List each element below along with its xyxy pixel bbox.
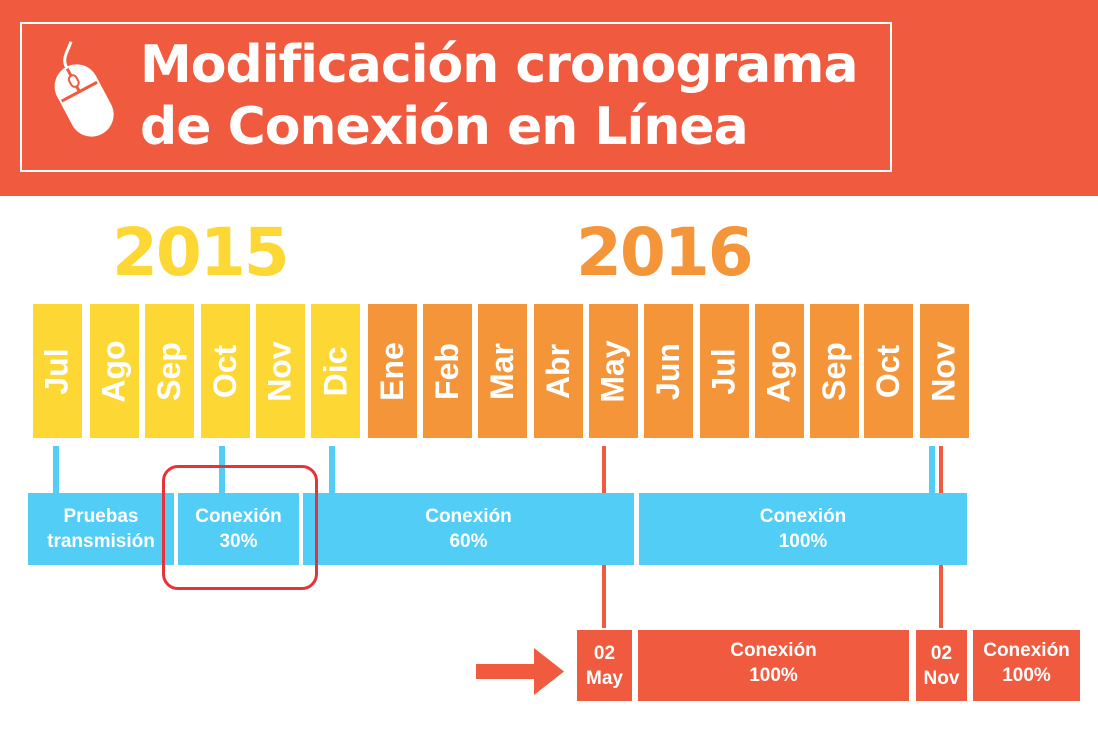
year-2015-label: 2015 [112,214,290,291]
month-oct-2015: Oct [201,304,250,438]
page-title: Modificación cronograma de Conexión en L… [140,34,880,158]
month-ago-2015: Ago [90,304,139,438]
title-line-1: Modificación cronograma [140,35,859,95]
connector-nov-2016 [929,446,935,493]
highlight-box [162,465,318,590]
phase-label-1: Conexión [759,506,847,527]
phase-conexion-30: Conexión 30% [178,493,299,565]
month-ago-2016: Ago [755,304,804,438]
month-jul-2016: Jul [700,304,749,438]
phase-label-1: Conexión [425,506,512,527]
month-label: Oct [207,344,243,398]
connector-jul-2015 [53,446,59,493]
modified-conexion-100-2: Conexión 100% [973,630,1080,701]
month-nov-2015: Nov [256,304,305,438]
year-2016-label: 2016 [576,214,754,291]
month-label: Mar [484,342,520,400]
phase-label-2: 100% [778,531,828,552]
date-day: 02 [593,642,616,664]
arrow-right-icon [476,644,566,700]
date-month: Nov [923,667,960,689]
phase-label-2: transmisión [47,531,155,552]
month-label: Ago [96,339,133,403]
month-label: Sep [816,341,852,401]
month-label: Feb [429,342,466,400]
phase-label-2: 100% [749,665,798,686]
month-nov-2016: Nov [920,304,969,438]
month-label: May [595,339,631,403]
phase-label-2: 100% [1002,665,1051,686]
month-label: Jul [705,347,742,395]
month-label: Sep [151,341,187,401]
month-label: Ago [761,339,798,403]
date-month: May [586,667,623,689]
phase-label-2: 30% [219,531,258,552]
month-label: Jul [38,347,75,395]
phase-label-1: Conexión [195,506,282,527]
month-label: Abr [540,343,577,399]
month-label: Jun [650,342,687,400]
phase-label-1: Conexión [983,640,1070,661]
phase-conexion-100: Conexión 100% [639,493,967,565]
month-label: Nov [262,340,299,402]
mouse-icon [40,40,130,150]
month-feb-2016: Feb [423,304,472,438]
date-02-nov: 02 Nov [916,630,967,701]
month-ene-2016: Ene [368,304,417,438]
date-day: 02 [930,642,953,664]
month-mar-2016: Mar [478,304,527,438]
month-jun-2016: Jun [644,304,693,438]
month-may-2016: May [589,304,638,438]
month-sep-2016: Sep [810,304,859,438]
title-line-2: de Conexión en Línea [140,97,749,157]
phase-label-1: Pruebas [63,506,139,527]
phase-conexion-60: Conexión 60% [303,493,634,565]
month-oct-2016: Oct [864,304,913,438]
month-dic-2015: Dic [311,304,360,438]
month-label: Nov [926,340,963,402]
connector-dic-2015 [329,446,335,493]
month-label: Ene [374,341,410,401]
header-banner [0,0,1098,196]
month-label: Dic [317,346,354,396]
phase-label-1: Conexión [730,640,817,661]
phase-label-2: 60% [449,531,488,552]
modified-conexion-100-1: Conexión 100% [638,630,909,701]
month-label: Oct [870,344,906,398]
month-sep-2015: Sep [145,304,194,438]
header-frame [20,22,892,172]
month-jul-2015: Jul [33,304,82,438]
date-02-may: 02 May [577,630,632,701]
phase-pruebas-transmision: Pruebas transmisión [28,493,174,565]
connector-oct-2015 [219,446,225,493]
month-abr-2016: Abr [534,304,583,438]
